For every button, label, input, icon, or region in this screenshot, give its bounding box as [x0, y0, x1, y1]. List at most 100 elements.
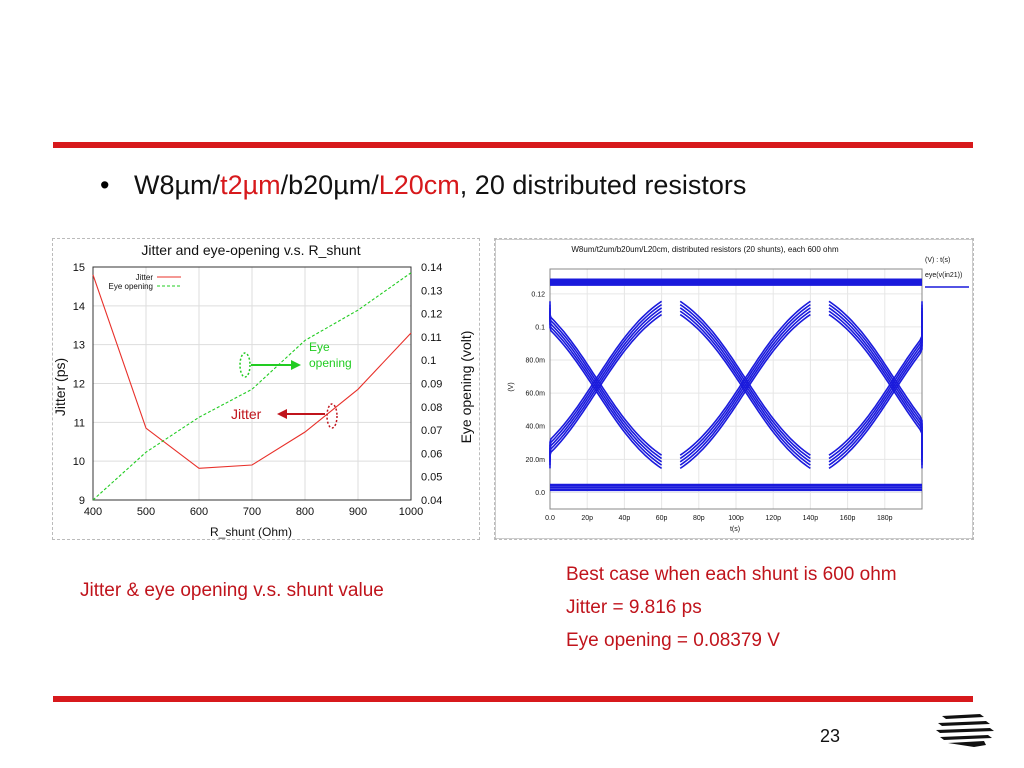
left-x-ticks: 400 500 600 700 800 900 1000 [84, 506, 423, 518]
top-red-rule [53, 142, 973, 148]
legend-label-eye-opening: Eye opening [109, 282, 153, 291]
eye-legend-title: (V) : t(s) [925, 257, 950, 264]
eye-y-tick-label: 0.1 [535, 324, 545, 331]
left-chart-title: Jitter and eye-opening v.s. R_shunt [141, 242, 360, 258]
title-part-thickness: t2µm [220, 170, 281, 200]
left-y-tick-label: 9 [79, 495, 85, 507]
left-y-tick-label: 11 [74, 417, 85, 429]
left-chart-frame [92, 266, 412, 501]
left-y2-tick-label: 0.05 [421, 472, 442, 484]
eye-opening-arrow-head [291, 360, 301, 370]
eye-opening-annotation-line2: opening [309, 356, 352, 370]
eye-diagram-traces [549, 278, 923, 492]
left-x-tick-label: 400 [84, 506, 102, 518]
jitter-arrow-head [277, 409, 287, 419]
eye-x-axis-label: t(s) [730, 526, 740, 533]
left-y2-ticks: 0.04 0.05 0.06 0.07 0.08 0.09 0.1 0.11 0.12 0.13 0… [421, 262, 442, 507]
left-y2-tick-label: 0.09 [421, 379, 442, 391]
eye-trace [679, 313, 811, 470]
eye-trace [679, 310, 811, 466]
eye-legend-entry: eye(v(in21)) [925, 272, 962, 279]
eye-y-tick-label: 40.0m [526, 424, 546, 431]
left-y-tick-label: 15 [73, 262, 85, 274]
eye-y-ticks: 0.0 20.0m 40.0m 60.0m 80.0m 0.1 0.12 [526, 291, 546, 497]
eye-trace [549, 301, 663, 456]
title-part-bottom: /b20µm/ [280, 170, 379, 200]
slide-title: W8µm/t2µm/b20µm/L20cm, 20 distributed re… [134, 170, 746, 201]
jitter-eye-chart-panel: Jitter and eye-opening v.s. R_shunt 400 5… [52, 238, 480, 540]
left-y2-tick-label: 0.13 [421, 285, 442, 297]
left-x-tick-label: 900 [349, 506, 367, 518]
eye-diagram-chart: W8um/t2um/b20um/L20cm, distributed resis… [494, 238, 974, 540]
left-y-ticks: 9 10 11 12 13 14 15 [73, 262, 85, 507]
eye-trace [549, 307, 663, 463]
eye-trace [679, 307, 811, 463]
eye-x-ticks: 0.0 20p 40p 60p 80p 100p 120p 140p 160p 180p [545, 515, 893, 522]
left-chart-legend: Jitter Eye opening [109, 273, 181, 291]
eye-x-tick-label: 180p [877, 515, 893, 522]
best-case-jitter: Jitter = 9.816 ps [566, 597, 702, 618]
left-chart-annotations: Eye opening Jitter [231, 340, 352, 429]
left-chart-series [92, 272, 412, 501]
eye-opening-marker-ellipse [239, 352, 251, 378]
left-y2-tick-label: 0.08 [421, 402, 442, 414]
eye-y-tick-label: 0.12 [531, 291, 545, 298]
page-number: 23 [820, 726, 841, 746]
eye-x-tick-label: 100p [728, 515, 744, 522]
legend-label-jitter: Jitter [136, 273, 154, 282]
eye-y-tick-label: 0.0 [535, 490, 545, 497]
left-y2-tick-label: 0.11 [421, 332, 442, 344]
title-part-length: L20cm [378, 170, 460, 200]
bottom-red-rule [53, 696, 973, 702]
best-case-summary: Best case when each shunt is 600 ohm [566, 564, 897, 585]
title-part-width: W8µm/ [134, 170, 221, 200]
bullet-marker: • [100, 170, 110, 200]
left-x-tick-label: 500 [137, 506, 155, 518]
left-y2-tick-label: 0.14 [421, 262, 442, 274]
company-logo-icon [936, 714, 994, 747]
jitter-eye-chart: Jitter and eye-opening v.s. R_shunt 400 5… [52, 242, 474, 539]
eye-opening-annotation-line1: Eye [309, 340, 330, 354]
eye-trace [549, 311, 663, 466]
eye-trace [679, 300, 811, 456]
left-chart-caption: Jitter & eye opening v.s. shunt value [80, 580, 384, 601]
series-line-eye-opening [92, 272, 412, 501]
series-line-jitter [92, 274, 412, 469]
eye-x-tick-label: 160p [840, 515, 856, 522]
left-y2-axis-label: Eye opening (volt) [458, 331, 474, 444]
left-y-tick-label: 10 [73, 456, 85, 468]
eye-y-tick-label: 60.0m [526, 391, 546, 398]
eye-trace [549, 314, 663, 470]
eye-y-axis-label: (V) [508, 382, 515, 391]
eye-diagram-frame [549, 268, 923, 510]
left-x-tick-label: 700 [243, 506, 261, 518]
left-y2-tick-label: 0.12 [421, 309, 442, 321]
left-y2-tick-label: 0.04 [421, 495, 442, 507]
left-y-axis-label: Jitter (ps) [53, 358, 68, 416]
left-y2-tick-label: 0.1 [421, 355, 436, 367]
jitter-marker-ellipse [326, 403, 338, 429]
left-y2-tick-label: 0.07 [421, 425, 442, 437]
eye-x-tick-label: 60p [656, 515, 668, 522]
left-y2-tick-label: 0.06 [421, 448, 442, 460]
eye-x-tick-label: 0.0 [545, 515, 555, 522]
eye-x-tick-label: 80p [693, 515, 705, 522]
eye-x-tick-label: 120p [765, 515, 781, 522]
eye-trace [828, 313, 923, 469]
eye-diagram-panel: W8um/t2um/b20um/L20cm, distributed resis… [494, 238, 974, 540]
left-x-axis-label: R_shunt (Ohm) [210, 525, 292, 539]
left-y-tick-label: 14 [73, 301, 85, 313]
left-x-tick-label: 800 [296, 506, 314, 518]
best-case-eye-opening: Eye opening = 0.08379 V [566, 630, 780, 651]
eye-diagram-title: W8um/t2um/b20um/L20cm, distributed resis… [571, 245, 839, 254]
left-x-tick-label: 600 [190, 506, 208, 518]
left-x-tick-label: 1000 [399, 506, 423, 518]
eye-y-tick-label: 80.0m [526, 358, 546, 365]
jitter-annotation: Jitter [231, 406, 262, 422]
eye-trace [549, 304, 663, 460]
eye-x-tick-label: 140p [803, 515, 819, 522]
eye-y-tick-label: 20.0m [526, 457, 546, 464]
title-part-rest: , 20 distributed resistors [459, 170, 747, 200]
eye-trace [679, 303, 811, 460]
left-y-tick-label: 12 [73, 379, 85, 391]
